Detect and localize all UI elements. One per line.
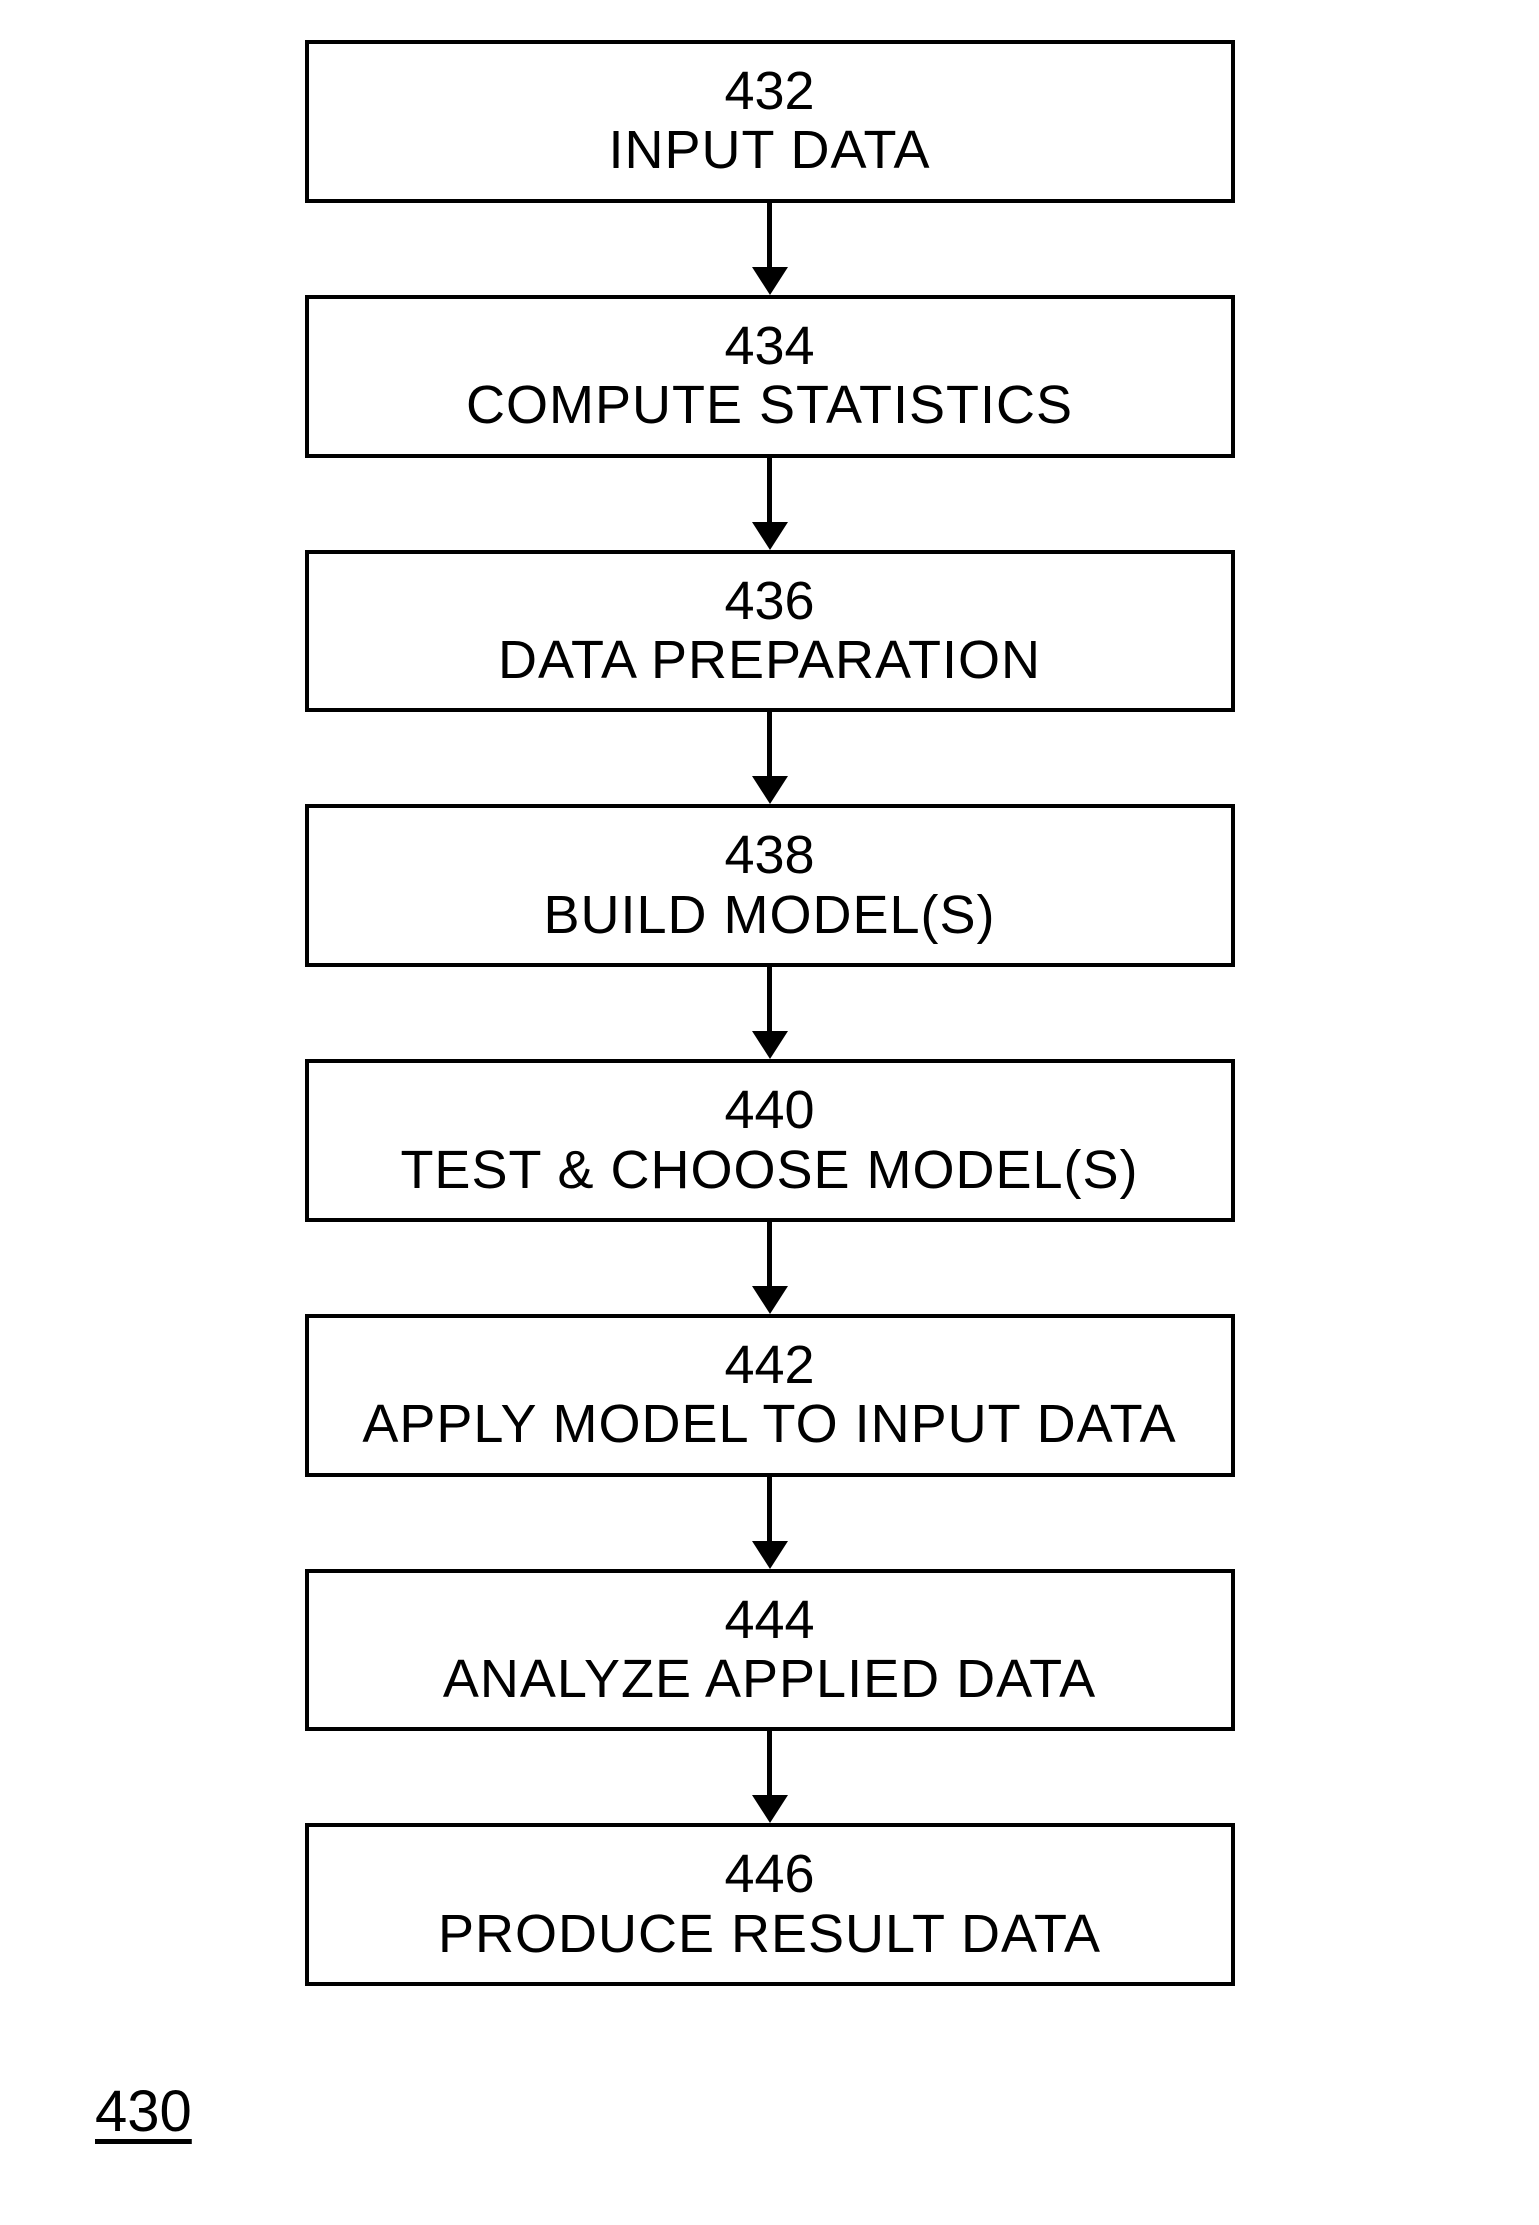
flow-node-444: 444ANALYZE APPLIED DATA xyxy=(305,1569,1235,1732)
arrow-head-icon xyxy=(752,1031,788,1059)
flow-node-number: 444 xyxy=(724,1591,814,1650)
flow-node-label: APPLY MODEL TO INPUT DATA xyxy=(362,1395,1176,1454)
flow-arrow xyxy=(752,1731,788,1823)
flow-node-number: 442 xyxy=(724,1336,814,1395)
flow-arrow xyxy=(752,1477,788,1569)
flow-node-label: COMPUTE STATISTICS xyxy=(466,376,1073,435)
arrow-head-icon xyxy=(752,1286,788,1314)
arrow-shaft xyxy=(767,712,772,777)
flow-node-442: 442APPLY MODEL TO INPUT DATA xyxy=(305,1314,1235,1477)
flow-node-label: ANALYZE APPLIED DATA xyxy=(443,1650,1096,1709)
flow-node-number: 432 xyxy=(724,62,814,121)
flow-node-label: INPUT DATA xyxy=(608,121,930,180)
arrow-head-icon xyxy=(752,267,788,295)
flow-node-number: 434 xyxy=(724,317,814,376)
flow-node-446: 446PRODUCE RESULT DATA xyxy=(305,1823,1235,1986)
flow-node-number: 446 xyxy=(724,1845,814,1904)
flow-arrow xyxy=(752,203,788,295)
flow-arrow xyxy=(752,712,788,804)
arrow-head-icon xyxy=(752,1541,788,1569)
flow-arrow xyxy=(752,967,788,1059)
flow-node-number: 438 xyxy=(724,826,814,885)
flow-node-440: 440TEST & CHOOSE MODEL(S) xyxy=(305,1059,1235,1222)
arrow-head-icon xyxy=(752,776,788,804)
flow-node-label: BUILD MODEL(S) xyxy=(543,886,995,945)
flow-arrow xyxy=(752,458,788,550)
flow-node-434: 434COMPUTE STATISTICS xyxy=(305,295,1235,458)
flowchart-container: 432INPUT DATA 434COMPUTE STATISTICS 436DAT… xyxy=(305,40,1235,1986)
arrow-shaft xyxy=(767,203,772,268)
arrow-shaft xyxy=(767,1731,772,1796)
flow-arrow xyxy=(752,1222,788,1314)
flow-node-label: DATA PREPARATION xyxy=(498,631,1041,690)
arrow-shaft xyxy=(767,1222,772,1287)
flow-node-432: 432INPUT DATA xyxy=(305,40,1235,203)
flow-node-label: TEST & CHOOSE MODEL(S) xyxy=(400,1141,1138,1200)
flow-node-number: 440 xyxy=(724,1081,814,1140)
flow-node-436: 436DATA PREPARATION xyxy=(305,550,1235,713)
arrow-shaft xyxy=(767,458,772,523)
flow-node-label: PRODUCE RESULT DATA xyxy=(438,1905,1101,1964)
arrow-head-icon xyxy=(752,522,788,550)
arrow-head-icon xyxy=(752,1795,788,1823)
figure-label: 430 xyxy=(95,2078,192,2145)
flow-node-number: 436 xyxy=(724,572,814,631)
arrow-shaft xyxy=(767,1477,772,1542)
arrow-shaft xyxy=(767,967,772,1032)
flow-node-438: 438BUILD MODEL(S) xyxy=(305,804,1235,967)
